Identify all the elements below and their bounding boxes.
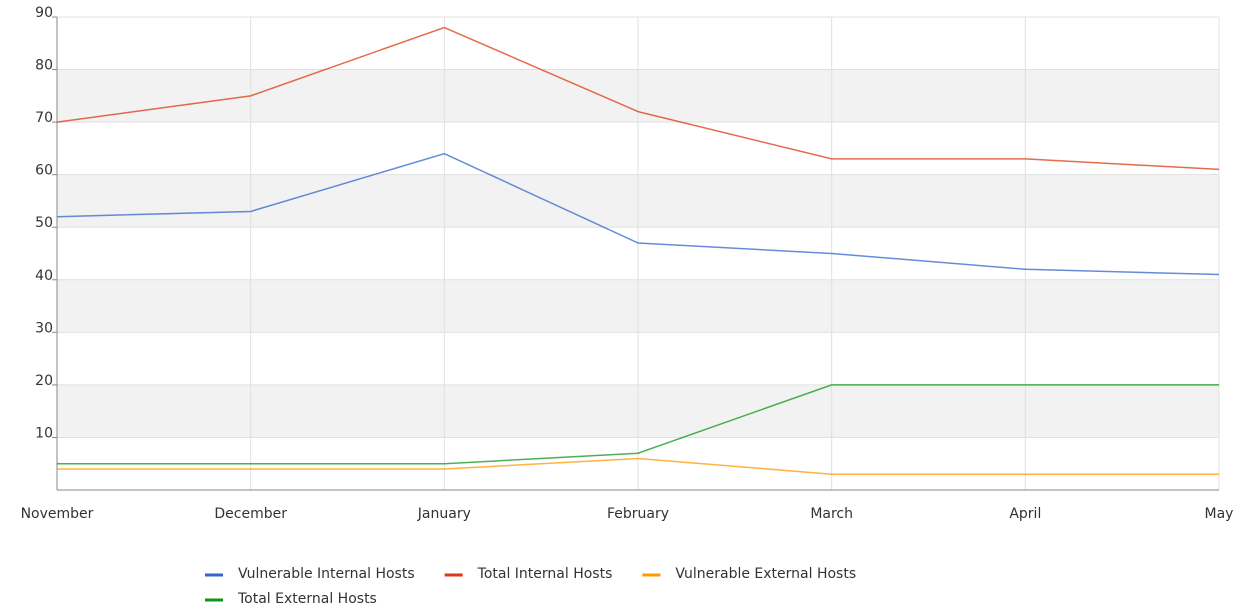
x-tick-label: December — [214, 506, 287, 522]
y-tick-label: 80 — [35, 58, 53, 74]
y-tick-label: 60 — [35, 163, 53, 179]
legend-label: Vulnerable External Hosts — [675, 566, 856, 582]
x-tick-label: November — [21, 506, 94, 522]
y-tick-label: 40 — [35, 268, 53, 284]
x-tick-label: February — [607, 506, 669, 522]
y-tick-label: 30 — [35, 320, 53, 336]
series-line — [56, 26, 1220, 171]
legend-label: Total Internal Hosts — [477, 566, 613, 582]
x-tick-label: May — [1205, 506, 1234, 522]
x-tick-label: April — [1009, 506, 1041, 522]
series-line — [57, 384, 1219, 465]
legend-label: Vulnerable Internal Hosts — [238, 566, 415, 582]
legend-label: Total External Hosts — [237, 591, 377, 607]
y-tick-label: 10 — [35, 425, 53, 441]
y-tick-label: 50 — [35, 215, 53, 231]
y-tick-label: 20 — [35, 373, 53, 389]
y-tick-label: 70 — [35, 110, 53, 126]
y-tick-label: 90 — [35, 5, 53, 21]
series-line — [56, 152, 1220, 276]
series-line — [57, 457, 1219, 475]
x-tick-label: January — [417, 506, 471, 522]
x-tick-label: March — [810, 506, 853, 522]
